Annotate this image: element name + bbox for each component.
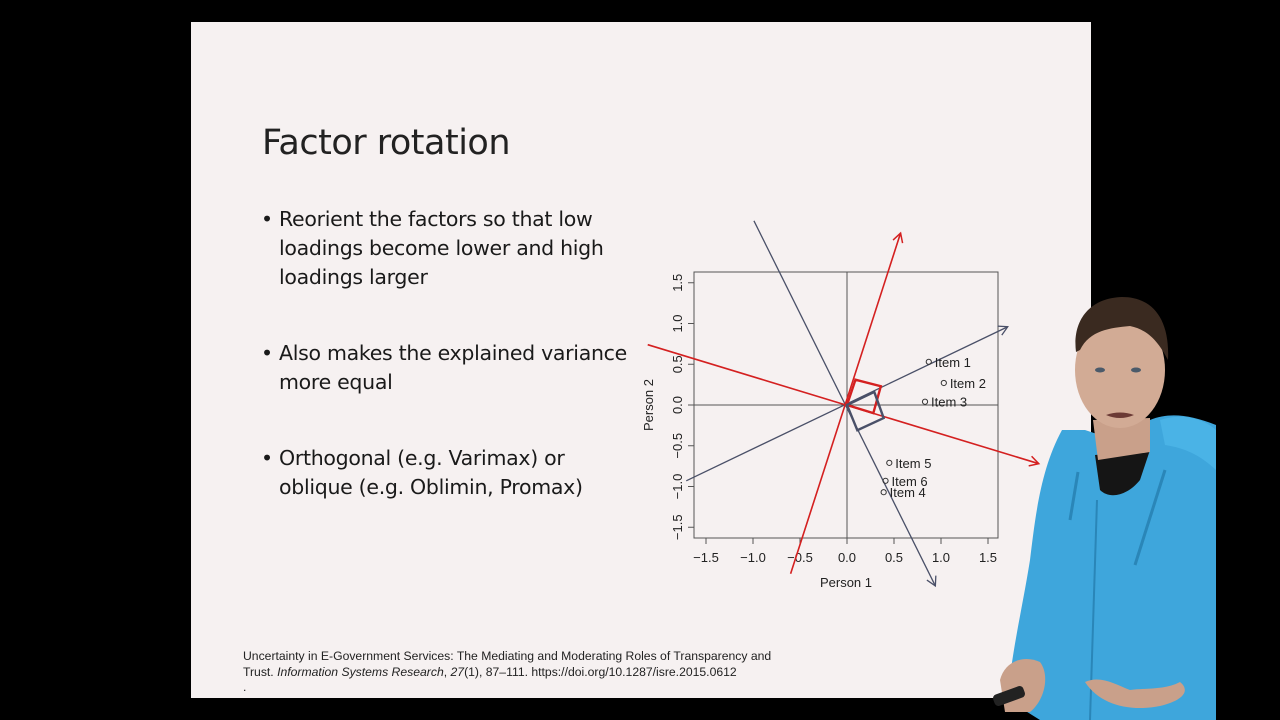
bullet-list: • Reorient the factors so that low loadi… <box>259 205 639 549</box>
bullet-text: Also makes the explained variance more e… <box>279 341 627 394</box>
presenter-icon <box>993 297 1216 720</box>
item-point <box>880 489 887 496</box>
bullet-text: Orthogonal (e.g. Varimax) or oblique (e.… <box>279 446 583 499</box>
bullet-text: Reorient the factors so that low loading… <box>279 207 604 289</box>
citation-line-2: Trust. Information Systems Research, 27(… <box>243 665 843 681</box>
y-tick-label: −1.0 <box>670 474 685 500</box>
citation-suffix: (1), 87–111. https://doi.org/10.1287/isr… <box>464 664 737 679</box>
y-tick-label: 1.5 <box>670 274 685 292</box>
y-tick-label: −1.5 <box>670 514 685 540</box>
citation-sep: , <box>443 664 451 679</box>
item-label: Item 1 <box>935 355 971 370</box>
x-tick-label: 1.5 <box>979 550 997 565</box>
bullet-item: • Reorient the factors so that low loadi… <box>259 205 639 292</box>
bullet-item: • Orthogonal (e.g. Varimax) or oblique (… <box>259 444 639 502</box>
citation: Uncertainty in E-Government Services: Th… <box>243 649 843 696</box>
bullet-dot-icon: • <box>261 207 273 231</box>
item-point <box>886 459 893 466</box>
presentation-slide: Factor rotation • Reorient the factors s… <box>191 22 1091 698</box>
right-angle-marker <box>845 390 886 432</box>
citation-prefix: Trust. <box>243 664 278 679</box>
y-tick-label: −0.5 <box>670 433 685 459</box>
rotated-factor-axis <box>647 343 1041 467</box>
item-point <box>882 477 889 484</box>
citation-line-3: . <box>243 680 247 694</box>
x-axis-label: Person 1 <box>820 575 872 590</box>
citation-volume: 27 <box>450 664 465 679</box>
citation-journal: Information Systems Research <box>277 664 444 679</box>
x-tick-label: −1.0 <box>740 550 766 565</box>
x-tick-label: 0.5 <box>885 550 903 565</box>
item-label: Item 5 <box>895 456 931 471</box>
x-tick-label: 0.0 <box>838 550 856 565</box>
item-point <box>940 379 947 387</box>
item-point <box>925 358 932 365</box>
y-axis-label: Person 2 <box>641 379 656 431</box>
bullet-item: • Also makes the explained variance more… <box>259 339 639 397</box>
item-point <box>921 398 929 405</box>
x-tick-label: −1.5 <box>693 550 719 565</box>
x-tick-label: −0.5 <box>787 550 813 565</box>
y-tick-label: 0.0 <box>670 396 685 414</box>
bullet-dot-icon: • <box>261 341 273 365</box>
right-angle-marker <box>845 378 883 415</box>
right-angle-markers <box>845 378 886 432</box>
y-tick-label: 0.5 <box>670 355 685 373</box>
slide-title: Factor rotation <box>262 123 511 164</box>
item-label: Item 3 <box>931 395 967 410</box>
y-tick-label: 1.0 <box>670 314 685 332</box>
original-factor-axis <box>753 220 937 588</box>
item-label: Item 2 <box>950 376 986 391</box>
x-tick-label: 1.0 <box>932 550 950 565</box>
axis-ticks: −1.5 −1.0 −0.5 0.0 0.5 1.0 1.5 −1.5 −1.0 −0.5 0.0 0… <box>670 274 997 565</box>
citation-line-1: Uncertainty in E-Government Services: Th… <box>243 649 772 663</box>
item-label: Item 4 <box>890 485 926 500</box>
bullet-dot-icon: • <box>261 446 273 470</box>
item-label: Item 6 <box>892 474 928 489</box>
rotated-factor-axis <box>789 231 904 574</box>
